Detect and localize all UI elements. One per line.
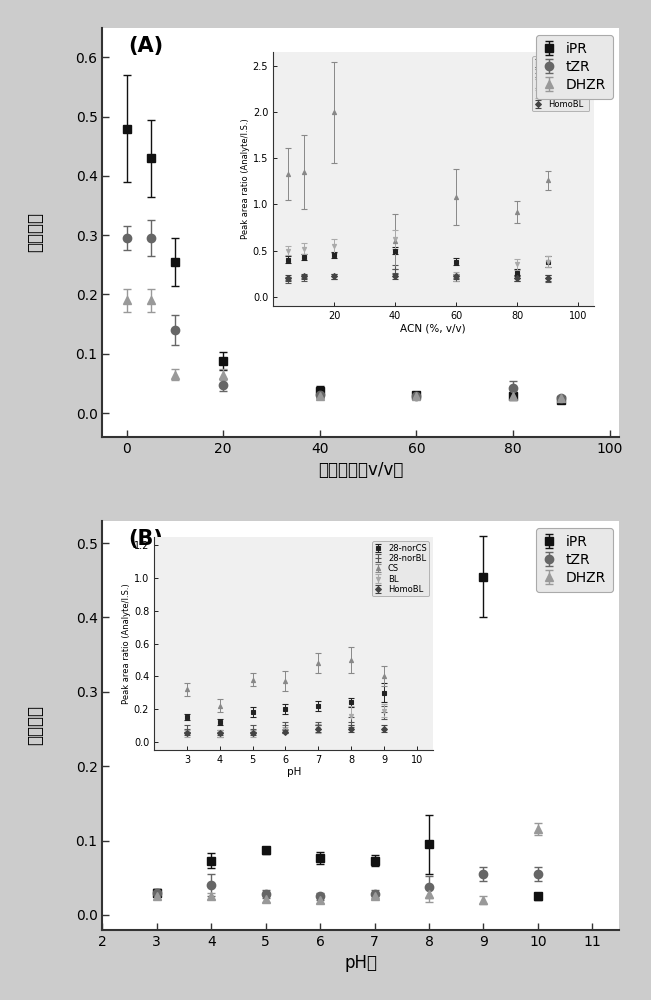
X-axis label: pH値: pH値 <box>344 954 378 972</box>
X-axis label: 乙腌含量（v/v）: 乙腌含量（v/v） <box>318 461 404 479</box>
Text: 信号比値: 信号比値 <box>26 212 44 252</box>
Text: (B): (B) <box>128 529 163 549</box>
Legend: iPR, tZR, DHZR: iPR, tZR, DHZR <box>536 528 613 592</box>
Legend: iPR, tZR, DHZR: iPR, tZR, DHZR <box>536 35 613 99</box>
Text: (A): (A) <box>128 36 163 56</box>
Text: 信号比値: 信号比値 <box>26 705 44 745</box>
